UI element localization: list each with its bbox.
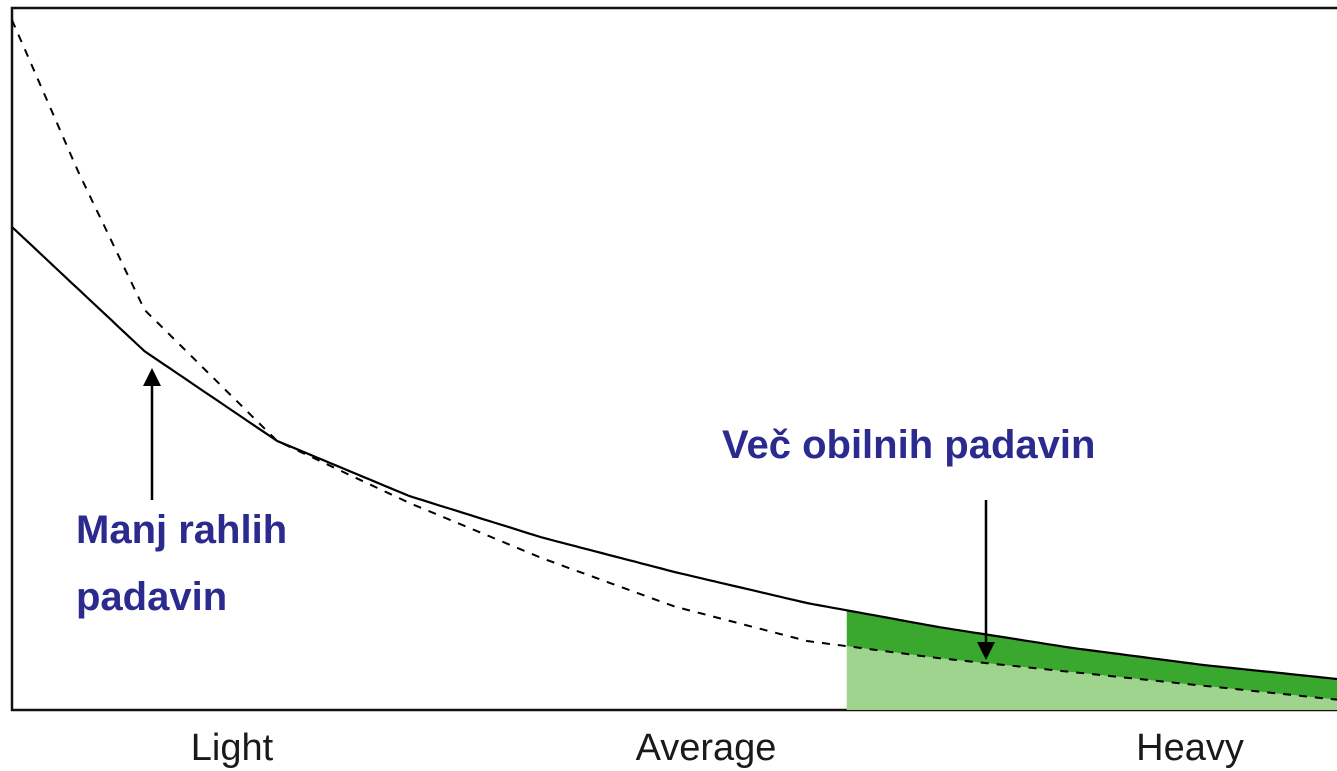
- x-tick-label-average: Average: [636, 727, 777, 769]
- series-line-solid: [11, 226, 1337, 681]
- annotation-backdrop: [700, 412, 1240, 494]
- annotation-vec: Več obilnih padavin: [722, 423, 1095, 467]
- plot-frame: [10, 6, 1337, 712]
- series-lines: [11, 19, 1337, 701]
- arrow-vec: [977, 500, 995, 660]
- x-tick-label-light: Light: [191, 727, 274, 769]
- shaded-region: [846, 610, 1337, 710]
- arrow-manj: [143, 368, 161, 500]
- x-tick-label-heavy: Heavy: [1136, 727, 1244, 769]
- annotation-manj-line2: padavin: [76, 575, 227, 619]
- annotation-manj-line1: Manj rahlih: [76, 508, 287, 552]
